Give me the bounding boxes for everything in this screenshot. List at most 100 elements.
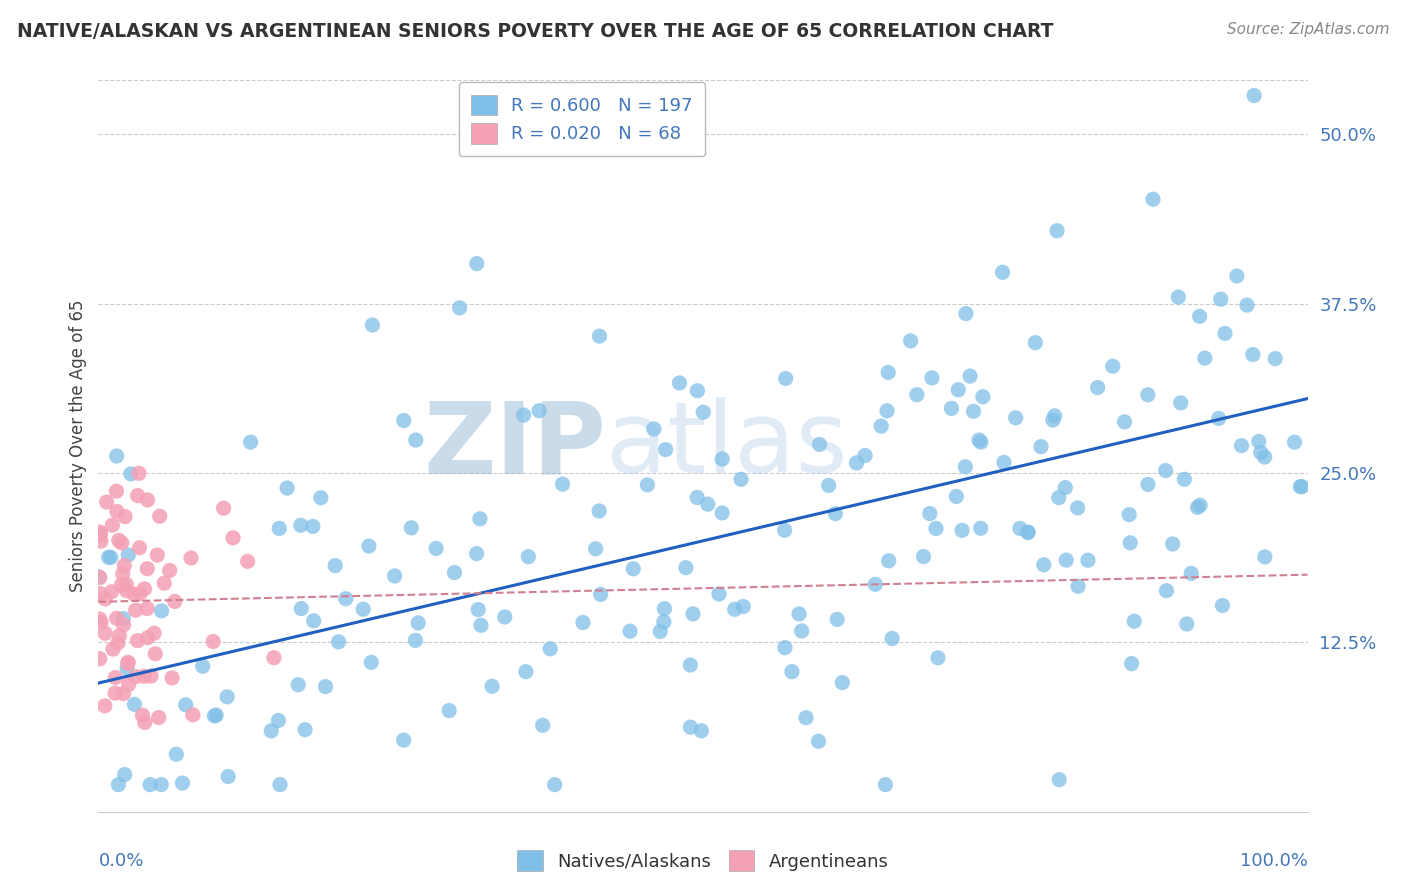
- Point: [927, 650, 949, 665]
- Point: [112, 611, 135, 625]
- Point: [1118, 508, 1140, 522]
- Point: [1017, 525, 1039, 540]
- Point: [1032, 558, 1054, 572]
- Point: [202, 634, 225, 648]
- Point: [1289, 480, 1312, 494]
- Point: [465, 256, 488, 270]
- Point: [950, 524, 973, 538]
- Point: [686, 491, 709, 505]
- Point: [1170, 396, 1192, 410]
- Point: [1047, 491, 1070, 505]
- Point: [335, 591, 357, 606]
- Point: [991, 265, 1014, 279]
- Point: [912, 549, 935, 564]
- Point: [131, 708, 153, 723]
- Point: [89, 612, 111, 626]
- Point: [101, 642, 124, 657]
- Point: [443, 566, 465, 580]
- Point: [127, 633, 149, 648]
- Point: [165, 747, 187, 762]
- Point: [1187, 500, 1209, 515]
- Point: [287, 678, 309, 692]
- Point: [105, 504, 128, 518]
- Point: [589, 587, 612, 601]
- Point: [357, 539, 380, 553]
- Point: [1156, 583, 1178, 598]
- Point: [204, 709, 226, 723]
- Point: [588, 504, 610, 518]
- Point: [773, 523, 796, 537]
- Point: [89, 570, 111, 584]
- Text: Source: ZipAtlas.com: Source: ZipAtlas.com: [1226, 22, 1389, 37]
- Point: [236, 554, 259, 568]
- Point: [360, 656, 382, 670]
- Point: [150, 604, 173, 618]
- Point: [105, 611, 128, 625]
- Point: [191, 659, 214, 673]
- Point: [876, 404, 898, 418]
- Point: [1189, 498, 1212, 512]
- Point: [1209, 292, 1232, 306]
- Point: [134, 582, 156, 596]
- Point: [172, 776, 194, 790]
- Point: [654, 601, 676, 615]
- Point: [824, 507, 846, 521]
- Point: [1008, 521, 1031, 535]
- Point: [217, 690, 239, 704]
- Point: [1247, 434, 1270, 449]
- Point: [787, 607, 810, 621]
- Point: [621, 562, 644, 576]
- Point: [315, 680, 337, 694]
- Point: [711, 452, 734, 467]
- Point: [112, 686, 135, 700]
- Point: [120, 467, 142, 481]
- Point: [527, 403, 550, 417]
- Text: NATIVE/ALASKAN VS ARGENTINEAN SENIORS POVERTY OVER THE AGE OF 65 CORRELATION CHA: NATIVE/ALASKAN VS ARGENTINEAN SENIORS PO…: [17, 22, 1053, 41]
- Point: [481, 679, 503, 693]
- Point: [163, 594, 186, 608]
- Point: [468, 512, 491, 526]
- Point: [925, 521, 948, 535]
- Point: [100, 550, 122, 565]
- Point: [122, 587, 145, 601]
- Point: [1284, 435, 1306, 450]
- Point: [404, 633, 426, 648]
- Point: [150, 778, 173, 792]
- Point: [1180, 566, 1202, 581]
- Point: [1230, 439, 1253, 453]
- Y-axis label: Seniors Poverty Over the Age of 65: Seniors Poverty Over the Age of 65: [69, 300, 87, 592]
- Point: [117, 548, 139, 562]
- Point: [967, 433, 990, 447]
- Text: 100.0%: 100.0%: [1240, 852, 1308, 870]
- Point: [470, 618, 492, 632]
- Legend: Natives/Alaskans, Argentineans: Natives/Alaskans, Argentineans: [510, 843, 896, 879]
- Point: [679, 720, 702, 734]
- Point: [139, 669, 162, 683]
- Point: [128, 467, 150, 481]
- Point: [309, 491, 332, 505]
- Point: [1136, 477, 1159, 491]
- Point: [948, 383, 970, 397]
- Point: [89, 587, 111, 601]
- Point: [269, 778, 291, 792]
- Point: [962, 404, 984, 418]
- Point: [148, 710, 170, 724]
- Point: [875, 778, 897, 792]
- Point: [114, 767, 136, 781]
- Point: [212, 501, 235, 516]
- Point: [90, 534, 112, 549]
- Point: [905, 387, 928, 401]
- Point: [90, 615, 112, 630]
- Point: [128, 587, 150, 601]
- Point: [1211, 599, 1233, 613]
- Point: [517, 549, 540, 564]
- Point: [794, 711, 817, 725]
- Point: [392, 413, 415, 427]
- Point: [918, 507, 941, 521]
- Point: [1017, 525, 1039, 540]
- Point: [107, 636, 129, 650]
- Point: [302, 614, 325, 628]
- Point: [117, 657, 139, 671]
- Point: [107, 778, 129, 792]
- Point: [174, 698, 197, 712]
